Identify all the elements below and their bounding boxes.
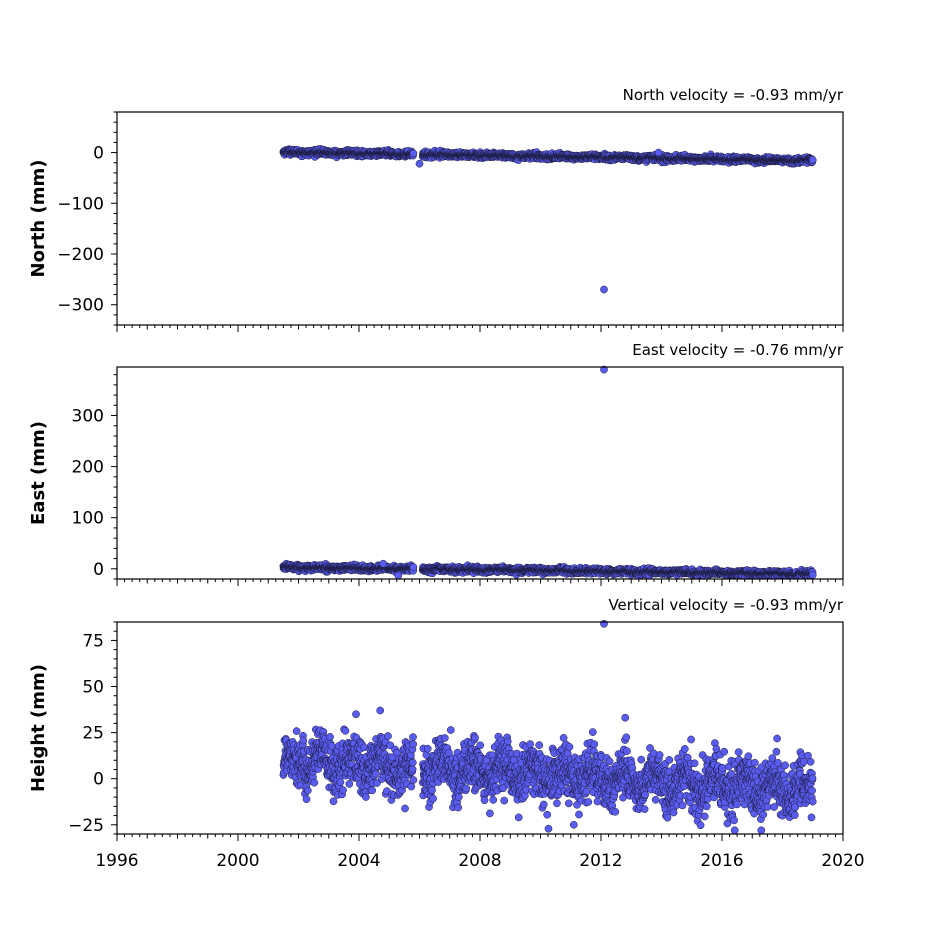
y-tick-label: −100 — [57, 194, 104, 214]
data-points — [279, 365, 817, 579]
axes-frame — [116, 111, 844, 326]
y-tick-label: −200 — [57, 245, 104, 265]
data-point — [409, 149, 418, 158]
data-point — [808, 571, 817, 579]
data-point — [808, 156, 817, 164]
outlier-point — [379, 559, 388, 568]
outlier-point — [600, 285, 608, 294]
y-tick-label: 0 — [93, 144, 104, 164]
y-tick-label: −300 — [57, 296, 104, 316]
outlier-point — [394, 571, 403, 579]
panel-north: 0 −100 −200 −300 North velocity = -0.93 mm/y… — [28, 86, 844, 332]
y-tick-label: 100 — [72, 509, 104, 529]
y-tick-label: 200 — [72, 458, 104, 478]
axes-frame — [116, 366, 844, 580]
y-tick-label: 0 — [93, 560, 104, 580]
data-point — [409, 563, 418, 571]
velocity-title: North velocity = -0.93 mm/yr — [623, 86, 844, 104]
data-points — [279, 145, 817, 294]
y-tick-label: 300 — [72, 407, 104, 427]
outlier-point — [654, 148, 663, 157]
outlier-point — [415, 159, 424, 168]
y-axis-label: North (mm) — [28, 160, 49, 278]
